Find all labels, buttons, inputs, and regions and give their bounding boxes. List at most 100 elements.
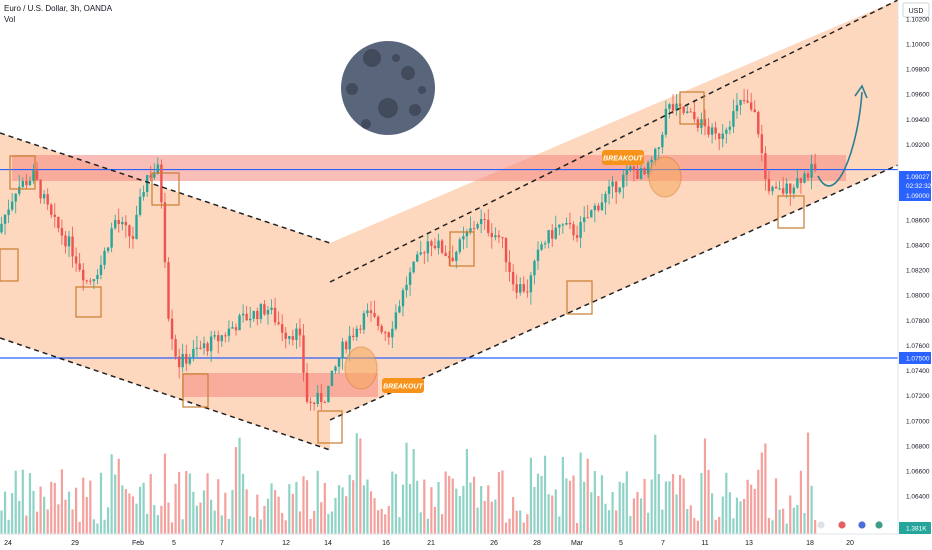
economic-event-icon <box>857 520 867 530</box>
candle-body <box>348 335 351 350</box>
candle-body <box>249 318 252 321</box>
volume-bar <box>199 502 202 534</box>
volume-bar <box>323 482 326 534</box>
volume-badge <box>899 522 931 534</box>
volume-bar <box>99 472 103 534</box>
volume-bar <box>220 515 223 534</box>
economic-event-icon <box>816 520 826 530</box>
economic-event-icon <box>874 520 884 530</box>
volume-bar <box>490 501 493 534</box>
last-price-value: 1.09027 <box>906 174 930 181</box>
candle-body <box>231 327 234 329</box>
volume-bar <box>458 495 461 534</box>
candle-body <box>654 148 657 160</box>
candle-body <box>387 332 390 338</box>
volume-bar <box>362 485 366 534</box>
volume-bar <box>46 509 49 534</box>
candle-body <box>103 250 106 265</box>
volume-bar <box>544 455 547 534</box>
volume-bar <box>316 470 319 534</box>
volume-bar <box>757 469 760 534</box>
candle-body <box>10 201 14 210</box>
candle-body <box>714 127 717 134</box>
candle-body <box>149 175 152 178</box>
volume-bar <box>153 505 156 534</box>
candle-body <box>46 194 49 205</box>
moon-crater <box>418 86 426 94</box>
breakout-badge <box>602 150 644 165</box>
candle-body <box>689 111 692 113</box>
candle-body <box>440 240 444 253</box>
candle-body <box>458 239 462 252</box>
price-countdown: 02:32:32 <box>906 183 932 190</box>
swing-point-box <box>9 155 36 190</box>
volume-bar <box>654 434 657 534</box>
last-price-box <box>899 171 931 201</box>
ascending-channel-fill <box>330 0 898 420</box>
candle-body <box>540 244 543 250</box>
x-tick-label: 20 <box>846 540 854 547</box>
candle-body <box>547 230 550 244</box>
volume-bar <box>156 515 159 534</box>
candle-body <box>170 318 174 340</box>
candle-body <box>554 227 557 239</box>
candle-body <box>238 315 241 331</box>
volume-bar <box>337 485 341 534</box>
price-tag-label: 1.07500 <box>906 355 930 362</box>
breakout-label: BREAKOUT <box>603 156 643 163</box>
volume-bar <box>192 491 195 534</box>
volume-bar <box>519 510 522 534</box>
volume-bar <box>234 447 238 534</box>
volume-bar <box>106 507 110 534</box>
volume-bar <box>57 504 60 534</box>
swing-point-box <box>566 280 593 315</box>
candle-body <box>501 237 504 239</box>
volume-bar <box>135 503 138 534</box>
candle-body <box>778 188 781 190</box>
candle-body <box>710 127 714 135</box>
candle-body <box>82 269 85 281</box>
candle-body <box>227 328 231 336</box>
volume-bar <box>735 497 739 534</box>
volume-bar <box>568 480 572 534</box>
y-tick-label: 1.10200 <box>906 16 930 23</box>
candle-body <box>280 324 284 333</box>
y-tick-label: 1.07600 <box>906 343 930 350</box>
volume-bar <box>298 511 302 534</box>
candle-body <box>746 100 749 103</box>
currency-label: USD <box>909 8 924 15</box>
candle-body <box>224 335 227 337</box>
candle-body <box>447 256 451 258</box>
candle-body <box>302 335 305 373</box>
candle-body <box>323 402 327 404</box>
moon-crater <box>361 119 371 129</box>
swing-point-box <box>151 172 180 206</box>
candle-body <box>693 111 696 120</box>
volume-bar <box>440 514 444 534</box>
y-tick-label: 1.08400 <box>906 242 930 249</box>
volume-bar <box>718 516 721 534</box>
breakout-badge <box>382 378 424 393</box>
candle-body <box>298 328 302 336</box>
candle-body <box>593 205 597 211</box>
volume-bar <box>14 470 17 534</box>
volume-bar <box>11 493 14 534</box>
volume-bar <box>35 511 39 534</box>
volume-bar <box>590 492 593 534</box>
volume-bar <box>25 515 28 534</box>
volume-bar <box>309 518 312 534</box>
volume-bar <box>661 509 664 534</box>
candle-body <box>799 178 803 183</box>
volume-bar <box>0 510 3 534</box>
volume-bar <box>334 497 337 534</box>
candle-body <box>128 225 131 237</box>
volume-bar <box>117 458 120 534</box>
volume-bar <box>281 512 284 534</box>
candle-body <box>604 193 607 203</box>
candle-body <box>668 104 671 109</box>
volume-bar <box>629 515 632 534</box>
candle-body <box>256 310 259 320</box>
candle-body <box>245 313 248 321</box>
volume-bar <box>43 496 46 534</box>
